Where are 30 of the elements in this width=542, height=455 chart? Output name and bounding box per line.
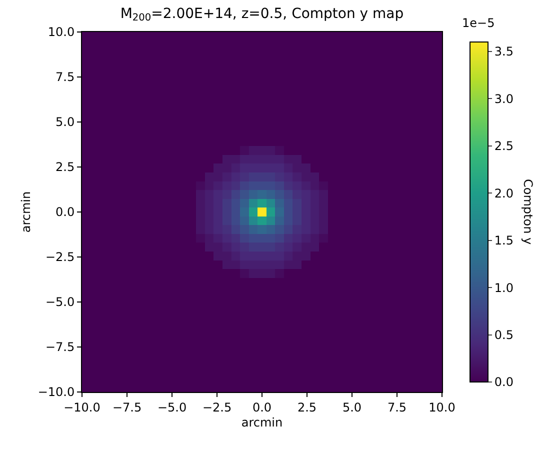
x-tick-label: 7.5 [387, 400, 407, 414]
y-tick-label: −2.5 [45, 250, 75, 264]
color-bar-label: 3.5 [494, 44, 514, 59]
color-bar-label: 0.0 [494, 375, 514, 390]
x-tick-label: 5.0 [342, 400, 362, 414]
text: 1e−5 [462, 16, 495, 30]
chart-title: M$_{200}$=2.00E+14, z=0.5, Compton y map [120, 6, 404, 24]
x-tick-label: −7.5 [112, 400, 142, 414]
color-bar-label: 2.5 [494, 139, 514, 154]
y-axis-title: arcmin [19, 191, 34, 233]
y-tick-label: 10.0 [48, 25, 75, 40]
y-tick-label: 2.5 [56, 160, 75, 174]
y-tick-label: −10.0 [38, 385, 75, 400]
color-bar-label: 1.0 [494, 280, 514, 295]
color-bar-label: 0.5 [494, 328, 514, 342]
x-tick-label: 0.0 [252, 400, 272, 414]
x-tick-label: −2.5 [202, 400, 232, 414]
y-tick-label: 7.5 [56, 70, 75, 84]
x-tick-label: 10.0 [428, 400, 456, 414]
y-tick-label: −5.0 [45, 295, 75, 310]
y-tick-label: −7.5 [45, 340, 75, 354]
x-tick-label: 2.5 [297, 400, 317, 414]
y-tick-label: 0.0 [56, 205, 75, 220]
x-tick-label: −5.0 [157, 400, 187, 414]
color-bar-label: 2.0 [494, 186, 514, 200]
color-bar-title: Compton y [521, 179, 535, 245]
color-bar-label: 1.5 [494, 234, 514, 248]
color-bar-label: 3.0 [494, 92, 514, 106]
x-axis-title: arcmin [241, 415, 283, 430]
y-tick-label: 5.0 [56, 115, 75, 130]
